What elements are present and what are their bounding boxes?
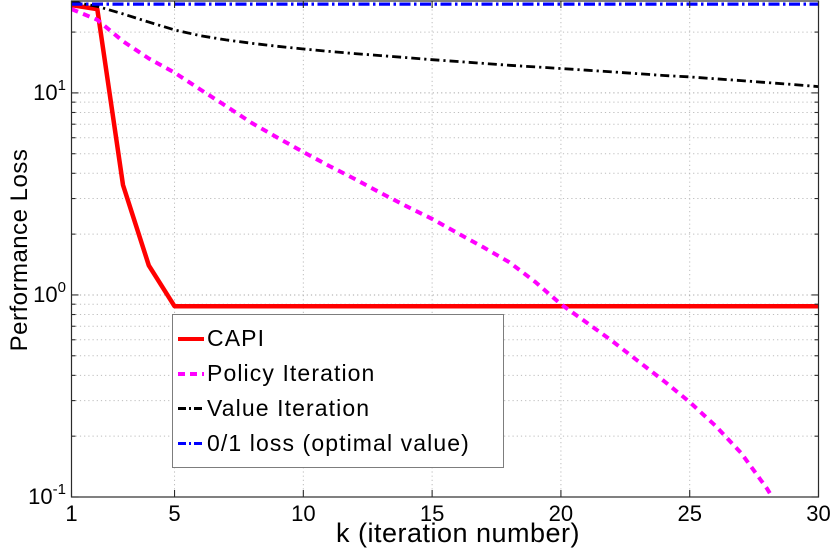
legend-item-zero-one-loss: 0/1 loss (optimal value) bbox=[178, 427, 501, 460]
series-policy-iteration bbox=[71, 7, 775, 497]
x-tick-labels: 1 5 10 15 20 25 30 bbox=[65, 501, 830, 526]
x-tick-label: 20 bbox=[549, 501, 573, 526]
x-tick-label: 15 bbox=[420, 501, 444, 526]
x-tick-label: 5 bbox=[168, 501, 180, 526]
x-axis-label: k (iteration number) bbox=[335, 518, 581, 548]
legend-line-sample-value-iteration bbox=[178, 407, 204, 410]
legend-label-zero-one-loss: 0/1 loss (optimal value) bbox=[207, 430, 470, 456]
legend-line-sample-capi bbox=[178, 336, 204, 341]
legend-item-policy-iteration: Policy Iteration bbox=[178, 357, 501, 390]
series-lines bbox=[71, 1, 819, 497]
x-tick-label: 30 bbox=[806, 501, 830, 526]
legend-label-policy-iteration: Policy Iteration bbox=[207, 360, 376, 386]
legend-item-capi: CAPI bbox=[178, 322, 501, 355]
x-tick-label: 10 bbox=[291, 501, 315, 526]
legend-item-value-iteration: Value Iteration bbox=[178, 392, 501, 425]
legend-label-value-iteration: Value Iteration bbox=[207, 395, 371, 421]
series-value-iteration bbox=[71, 1, 819, 88]
tick-marks bbox=[70, 1, 820, 498]
y-tick-label: 10-1 bbox=[28, 481, 66, 509]
series-capi bbox=[71, 2, 819, 309]
legend: CAPI Policy Iteration Value Iteration 0/… bbox=[172, 314, 504, 468]
legend-label-capi: CAPI bbox=[207, 325, 266, 351]
legend-line-sample-zero-one-loss bbox=[178, 442, 204, 445]
y-tick-label: 101 bbox=[33, 77, 66, 105]
y-tick-label: 100 bbox=[33, 279, 66, 307]
legend-line-sample-policy-iteration bbox=[178, 371, 204, 376]
y-axis-label: Performance Loss bbox=[6, 148, 33, 352]
plot-frame bbox=[70, 0, 820, 498]
x-tick-label: 25 bbox=[677, 501, 701, 526]
x-tick-label: 1 bbox=[65, 501, 77, 526]
